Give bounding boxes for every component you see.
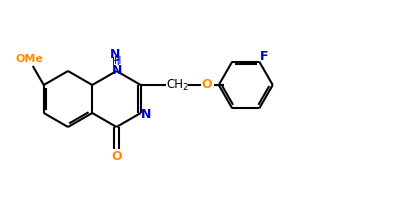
Text: N: N [110,48,121,60]
Text: OMe: OMe [16,54,44,64]
Text: H: H [112,57,119,67]
Text: N: N [141,108,151,122]
Text: 2: 2 [183,83,188,92]
Text: CH: CH [166,77,183,91]
Text: N: N [112,63,123,76]
Text: O: O [201,77,212,91]
Text: O: O [111,149,122,163]
Text: H: H [114,56,121,66]
Text: F: F [260,50,269,63]
